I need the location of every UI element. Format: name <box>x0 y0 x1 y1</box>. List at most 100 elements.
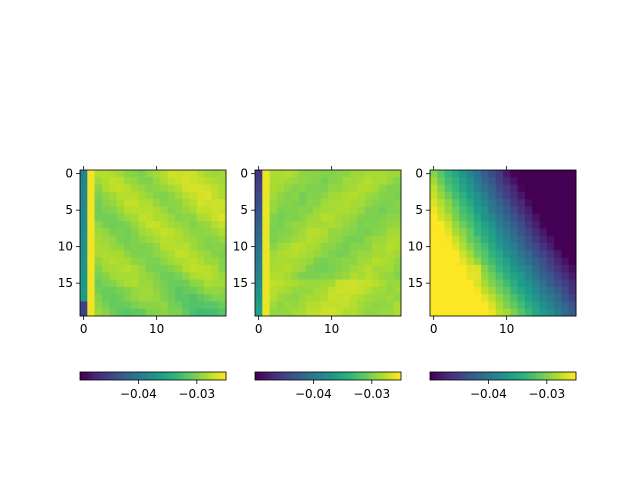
colorbar-segment <box>549 372 553 380</box>
heatmap-cell <box>437 170 445 178</box>
heatmap-cell <box>481 250 489 258</box>
heatmap-cell <box>481 206 489 215</box>
heatmap-cell <box>466 221 475 229</box>
heatmap-cell <box>284 184 292 193</box>
heatmap-cell <box>510 235 518 244</box>
colorbar-segment <box>369 372 373 380</box>
heatmap-cell <box>306 243 314 251</box>
heatmap-cell <box>561 221 570 229</box>
heatmap-cell <box>386 170 395 178</box>
colorbar-segment <box>473 372 477 380</box>
heatmap-cell <box>87 243 95 251</box>
heatmap-cell <box>145 308 154 317</box>
heatmap-cell <box>444 272 453 280</box>
heatmap-cell <box>80 213 88 222</box>
heatmap-cell <box>131 170 139 178</box>
heatmap-cell <box>145 301 154 310</box>
heatmap-cell <box>386 250 395 258</box>
colorbar-segment <box>165 372 168 380</box>
heatmap-cell <box>568 191 577 200</box>
heatmap-cell <box>430 257 438 266</box>
heatmap-cell <box>123 235 132 244</box>
heatmap-cell <box>153 191 161 200</box>
heatmap-cell <box>473 308 482 317</box>
heatmap-cell <box>349 184 358 193</box>
heatmap-cell <box>437 213 445 222</box>
heatmap-cell <box>94 279 103 288</box>
heatmap-cell <box>328 170 336 178</box>
heatmap-cell <box>174 170 183 178</box>
heatmap-cell <box>116 294 125 302</box>
colorbar-segment <box>471 372 475 380</box>
colorbar-segment <box>114 372 117 380</box>
heatmap-cell <box>262 199 270 207</box>
heatmap-cell <box>488 279 497 288</box>
heatmap-cell <box>503 228 511 237</box>
heatmap-cell <box>481 294 489 302</box>
heatmap-cell <box>459 264 467 273</box>
colorbar-segment <box>92 372 95 380</box>
heatmap-cell <box>444 199 453 207</box>
heatmap-cell <box>371 243 380 251</box>
heatmap-cell <box>554 228 562 237</box>
heatmap-cell <box>80 221 88 229</box>
axes-frame <box>429 169 577 317</box>
heatmap-cell <box>379 213 387 222</box>
heatmap-cell <box>488 272 497 280</box>
y-tick-label: 0 <box>65 167 73 181</box>
heatmap-cell <box>87 170 95 178</box>
heatmap-cell <box>430 286 438 295</box>
heatmap-cell <box>488 213 497 222</box>
colorbar-segment <box>374 372 378 380</box>
heatmap-cell <box>80 235 88 244</box>
heatmap-cell <box>357 301 365 310</box>
heatmap-cell <box>131 235 139 244</box>
heatmap-cell <box>364 243 373 251</box>
heatmap-cell <box>517 250 526 258</box>
heatmap-cell <box>116 191 125 200</box>
heatmap-cell <box>196 199 205 207</box>
heatmap-cell <box>276 279 285 288</box>
heatmap-cell <box>204 184 212 193</box>
colorbar-segment <box>349 372 353 380</box>
heatmap-cell <box>101 170 110 178</box>
heatmap-cell <box>466 177 475 185</box>
heatmap-cell <box>532 286 540 295</box>
heatmap-cell <box>473 294 482 302</box>
heatmap-cell <box>284 213 292 222</box>
heatmap-cell <box>524 272 533 280</box>
heatmap-cell <box>554 294 562 302</box>
heatmap-cell <box>174 243 183 251</box>
heatmap-cell <box>218 199 227 207</box>
heatmap-cell <box>218 257 227 266</box>
heatmap-cell <box>364 272 373 280</box>
heatmap-cell <box>306 272 314 280</box>
colorbar-segment <box>522 372 526 380</box>
heatmap-cell <box>116 279 125 288</box>
heatmap-cell <box>459 199 467 207</box>
heatmap-cells <box>80 170 227 317</box>
heatmap-cell <box>145 184 154 193</box>
heatmap-cell <box>451 199 460 207</box>
heatmap-cell <box>145 250 154 258</box>
heatmap-cell <box>291 279 300 288</box>
heatmap-cell <box>495 206 504 215</box>
heatmap-cell <box>284 170 292 178</box>
heatmap-cell <box>291 250 300 258</box>
heatmap-cell <box>451 228 460 237</box>
heatmap-cell <box>218 177 227 185</box>
heatmap-cell <box>554 250 562 258</box>
heatmap-cell <box>342 235 351 244</box>
heatmap-cell <box>386 308 395 317</box>
colorbar-segment <box>320 372 324 380</box>
heatmap-cell <box>182 250 190 258</box>
heatmap-cell <box>488 264 497 273</box>
heatmap-cell <box>80 206 88 215</box>
heatmap-cell <box>386 184 395 193</box>
heatmap-cell <box>379 170 387 178</box>
colorbar: −0.04 −0.03 <box>79 371 227 401</box>
heatmap-cell <box>182 191 190 200</box>
heatmap-cell <box>437 243 445 251</box>
colorbar-segment <box>281 372 285 380</box>
heatmap-cell <box>116 257 125 266</box>
